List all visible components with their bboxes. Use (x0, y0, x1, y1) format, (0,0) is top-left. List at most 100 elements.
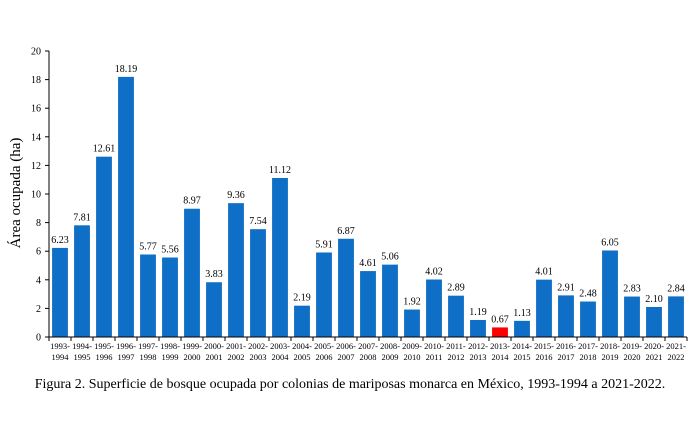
x-tick-label-line2: 2007 (338, 352, 355, 362)
data-label: 2.91 (557, 282, 575, 293)
x-tick-label-line1: 2001- (226, 341, 246, 351)
bar-2008-2009 (382, 264, 398, 337)
x-tick-label-line2: 2022 (668, 352, 685, 362)
x-tick-label-line1: 1995- (94, 341, 114, 351)
bar-1996-1997 (118, 76, 134, 338)
y-tick-label: 2 (36, 304, 41, 315)
x-tick-label-line2: 2017 (558, 352, 575, 362)
data-label: 0.67 (491, 314, 509, 325)
bar-2020-2021 (646, 306, 662, 337)
x-tick-label-line2: 1999 (162, 352, 179, 362)
bar-1999-2000 (184, 208, 200, 337)
x-tick-label-line1: 2011- (446, 341, 466, 351)
y-tick-label: 8 (36, 218, 41, 229)
bar-1995-1996 (96, 156, 112, 337)
x-tick-label-line2: 2011 (426, 352, 443, 362)
bar-2003-2004 (272, 177, 288, 337)
data-label: 18.19 (115, 64, 138, 75)
x-tick-label-line2: 2003 (250, 352, 267, 362)
bar-1993-1994 (52, 247, 68, 337)
y-tick-label: 4 (36, 275, 41, 286)
x-tick-label-line1: 2002- (248, 341, 268, 351)
bar-2002-2003 (250, 229, 266, 337)
x-tick-label-line2: 2004 (272, 352, 290, 362)
x-tick-label-line1: 1994- (72, 341, 92, 351)
bars (52, 76, 684, 338)
bar-2010-2011 (426, 279, 442, 337)
data-label: 7.81 (73, 212, 91, 223)
data-label: 6.23 (51, 235, 69, 246)
bar-2012-2013 (470, 319, 486, 337)
x-tick-label-line2: 2001 (206, 352, 223, 362)
x-tick-label-line1: 2008- (380, 341, 400, 351)
data-label: 12.61 (93, 144, 116, 155)
x-axis-ticks: 1993-19941994-19951995-19961996-19971997… (48, 337, 688, 362)
x-tick-label-line1: 2020- (644, 341, 664, 351)
figure-caption: Figura 2. Superficie de bosque ocupada p… (34, 377, 666, 392)
x-tick-label-line2: 1998 (140, 352, 157, 362)
data-label: 3.83 (205, 269, 223, 280)
data-label: 11.12 (269, 165, 291, 176)
data-label: 2.84 (667, 283, 685, 294)
x-tick-label-line1: 2000- (204, 341, 224, 351)
bar-2004-2005 (294, 305, 310, 337)
x-tick-label-line1: 2006- (336, 341, 356, 351)
data-label: 2.19 (293, 293, 311, 304)
data-label: 4.01 (535, 267, 553, 278)
x-tick-label-line1: 1993- (50, 341, 70, 351)
x-tick-label-line1: 2009- (402, 341, 422, 351)
x-tick-label-line2: 2000 (184, 352, 201, 362)
data-label: 7.54 (249, 216, 267, 227)
x-tick-label-line2: 2018 (580, 352, 597, 362)
y-tick-label: 0 (36, 333, 41, 344)
y-tick-label: 18 (31, 75, 41, 86)
data-label: 5.06 (381, 252, 399, 263)
bar-1997-1998 (140, 254, 156, 337)
data-label: 2.89 (447, 283, 465, 294)
x-tick-label-line2: 2016 (536, 352, 553, 362)
x-tick-label-line2: 2005 (294, 352, 311, 362)
x-tick-label-line2: 2009 (382, 352, 399, 362)
x-tick-label-line2: 2013 (470, 352, 487, 362)
x-tick-label-line1: 2019- (622, 341, 642, 351)
x-tick-label-line2: 2010 (404, 352, 421, 362)
x-tick-label-line2: 2006 (316, 352, 333, 362)
data-label: 1.13 (513, 308, 531, 319)
bar-2007-2008 (360, 271, 376, 337)
x-tick-label-line2: 2021 (646, 352, 663, 362)
bar-2001-2002 (228, 203, 244, 337)
x-tick-label-line2: 1994 (52, 352, 70, 362)
x-tick-label-line1: 2012- (468, 341, 488, 351)
x-tick-label-line2: 2014 (492, 352, 510, 362)
bar-2021-2022 (668, 296, 684, 337)
bar-2011-2012 (448, 295, 464, 337)
data-labels: 6.23 7.81 12.61 18.19 5.77 5.56 8.97 3.83 9.36 7.… (51, 64, 685, 326)
x-tick-label-line1: 2021- (666, 341, 686, 351)
x-tick-label-line1: 1996- (116, 341, 136, 351)
data-label: 4.61 (359, 258, 377, 269)
data-label: 2.10 (645, 294, 663, 305)
x-tick-label-line1: 2005- (314, 341, 334, 351)
bar-2013-2014 (492, 327, 508, 337)
x-tick-label-line2: 2008 (360, 352, 377, 362)
x-tick-label-line2: 2015 (514, 352, 531, 362)
x-tick-label-line2: 2002 (228, 352, 245, 362)
data-label: 1.19 (469, 307, 487, 318)
x-tick-label-line1: 2007- (358, 341, 378, 351)
bar-2016-2017 (558, 295, 574, 337)
data-label: 8.97 (183, 196, 201, 207)
x-tick-label-line1: 2015- (534, 341, 554, 351)
data-label: 1.92 (403, 297, 421, 308)
data-label: 6.05 (601, 237, 619, 248)
x-tick-label-line2: 2019 (602, 352, 619, 362)
bar-2015-2016 (536, 279, 552, 337)
x-tick-label-line2: 2020 (624, 352, 641, 362)
y-axis-label: Área ocupada (ha) (7, 138, 24, 249)
x-tick-label-line1: 2013- (490, 341, 510, 351)
bar-2018-2019 (602, 250, 618, 337)
bar-2019-2020 (624, 296, 640, 337)
x-tick-label-line2: 2012 (448, 352, 465, 362)
x-tick-label-line1: 1998- (160, 341, 180, 351)
x-tick-label-line2: 1996 (96, 352, 113, 362)
x-tick-label-line1: 2014- (512, 341, 532, 351)
